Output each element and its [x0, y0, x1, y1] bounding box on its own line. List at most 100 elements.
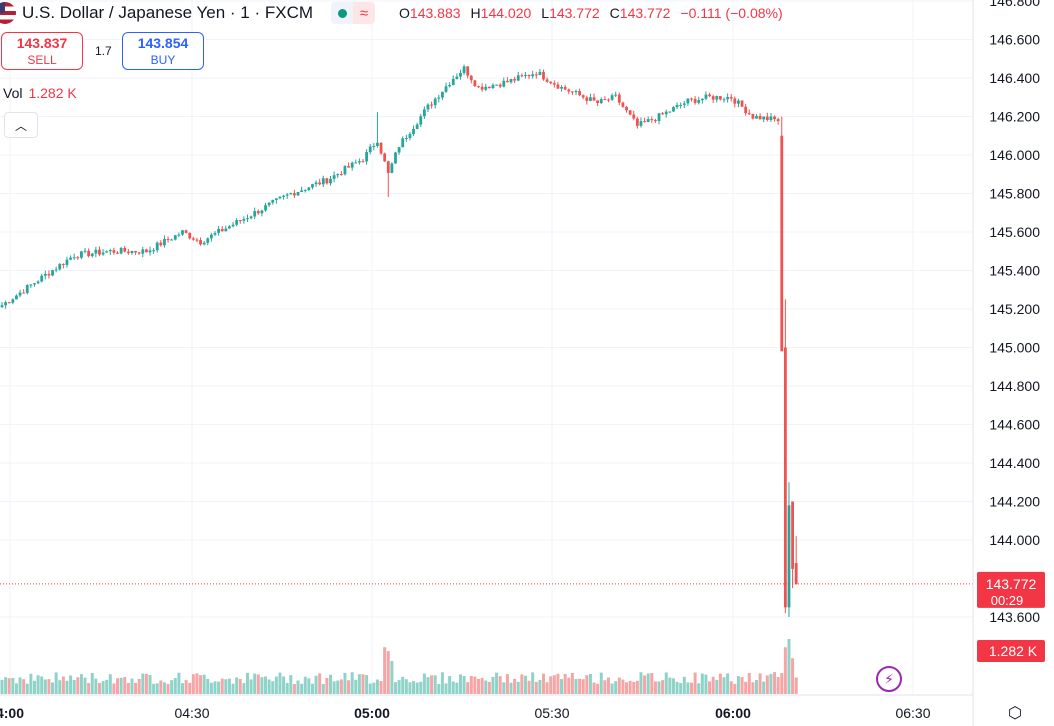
candle [599, 97, 603, 105]
volume-bar [235, 677, 239, 694]
candle-body [217, 228, 220, 233]
volume-bar [181, 683, 184, 694]
price-tick-label: 145.000 [989, 340, 1040, 356]
candle [390, 162, 394, 174]
candle-body [72, 257, 76, 259]
candle-body [29, 284, 33, 286]
lightning-icon[interactable]: ⚡ [876, 666, 902, 692]
volume-bar [690, 682, 694, 694]
candle [209, 232, 213, 242]
candle-body [682, 103, 686, 105]
candle-body [339, 174, 343, 176]
candle [455, 73, 459, 80]
candle [145, 248, 148, 253]
volume-bar [76, 677, 80, 694]
candle [314, 180, 318, 187]
candle [643, 117, 646, 123]
candle [718, 95, 722, 101]
volume-bar [704, 674, 708, 694]
candle [502, 77, 506, 88]
volume-bar [332, 681, 336, 694]
candle [466, 66, 470, 79]
candle [567, 88, 571, 95]
price-tick-label: 143.600 [989, 609, 1040, 625]
price-tick-label: 145.200 [989, 301, 1040, 317]
volume-bar [264, 676, 268, 694]
wave-icon[interactable]: ≈ [353, 2, 376, 24]
volume-bar [491, 676, 495, 694]
volume-bar [310, 683, 314, 694]
volume-bar [653, 681, 657, 694]
candle-body [289, 193, 293, 195]
candle [83, 247, 87, 254]
volume-bar [386, 651, 390, 694]
candle-body [394, 152, 397, 164]
candle [361, 159, 365, 163]
volume-bar [469, 676, 473, 694]
candle [589, 93, 592, 102]
last-price-label: 143.772 [986, 576, 1037, 592]
settings-gear-icon[interactable]: ⬡ [1008, 705, 1022, 722]
candle [444, 82, 448, 93]
candle-body [58, 263, 62, 270]
candle-body [325, 178, 329, 184]
candle-body [350, 162, 354, 168]
candle [433, 97, 437, 109]
volume-bar [170, 680, 174, 694]
candle [661, 111, 665, 115]
candle-body [646, 119, 650, 123]
buy-button[interactable]: 143.854 BUY [122, 32, 204, 70]
change-value: −0.111 (−0.08%) [680, 5, 783, 21]
volume-bar [184, 680, 188, 694]
sell-button[interactable]: 143.837 SELL [1, 32, 83, 70]
volume-bar [155, 683, 159, 694]
candle [607, 98, 610, 103]
volume-bar [245, 672, 249, 694]
candle [307, 187, 311, 192]
candle [617, 92, 621, 106]
candle-body [11, 299, 15, 303]
volume-bar [368, 683, 372, 694]
candle [755, 114, 758, 119]
candle-body [51, 270, 54, 276]
open-label: O [399, 5, 410, 21]
candle [401, 136, 405, 148]
market-open-icon[interactable] [331, 2, 354, 24]
volume-bar [22, 679, 26, 694]
volume-bar [560, 679, 564, 694]
candle [80, 250, 83, 260]
status-pill[interactable]: ≈ [331, 2, 376, 24]
candle [708, 92, 711, 98]
symbol-title[interactable]: U.S. Dollar / Japanese Yen · 1 · FXCM [22, 3, 314, 22]
candle [350, 161, 354, 171]
volume-bar [693, 672, 697, 694]
volume-bar [72, 680, 76, 694]
candle [448, 82, 452, 88]
candle [690, 97, 693, 102]
candle [343, 165, 347, 176]
candle [195, 237, 199, 243]
volume-label: Vol [3, 85, 23, 101]
candle-body [516, 75, 520, 81]
volume-bar [581, 679, 585, 694]
candle-body [513, 79, 517, 81]
volume-bar [289, 675, 293, 694]
price-tick-label: 144.200 [989, 494, 1040, 510]
volume-bar [375, 679, 379, 694]
candle [610, 93, 614, 101]
volume-bar [697, 683, 701, 694]
volume-bar [119, 677, 123, 694]
volume-bar [498, 676, 502, 694]
candle [506, 77, 509, 83]
collapse-chevron-up-icon[interactable]: ︿ [4, 112, 38, 138]
volume-bar [596, 683, 600, 694]
candle-body [408, 134, 412, 138]
candle-body [654, 120, 657, 122]
candle [336, 173, 340, 178]
candle-body [657, 113, 661, 121]
volume-bar [404, 679, 408, 694]
volume-bar [484, 680, 488, 694]
candle [54, 266, 58, 273]
volume-bar [794, 677, 798, 694]
